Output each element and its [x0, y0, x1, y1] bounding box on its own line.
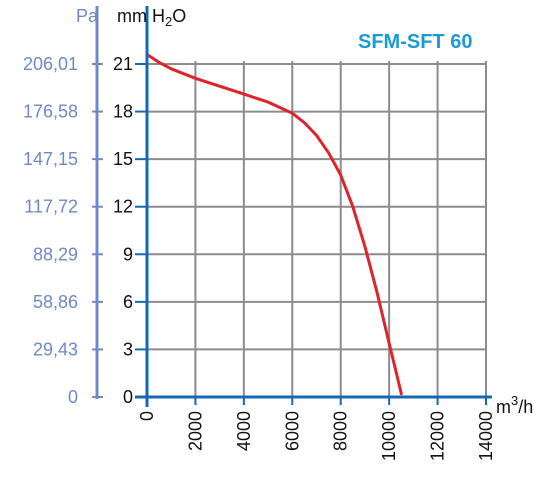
x-tick-label: 12000	[428, 411, 448, 461]
secondary-y-tick-label: 0	[68, 387, 78, 407]
x-tick-label: 4000	[234, 411, 254, 451]
performance-curve	[145, 53, 403, 396]
curve-layer	[145, 53, 403, 396]
secondary-y-tick-label: 58,86	[33, 292, 78, 312]
y-tick-label: 15	[113, 149, 133, 169]
x-tick-label: 8000	[331, 411, 351, 451]
y-axis-title-suffix: O	[172, 6, 186, 26]
secondary-y-axis-title: Pa	[76, 6, 99, 26]
grid	[147, 61, 487, 397]
secondary-y-tick-label: 29,43	[33, 339, 78, 359]
y-tick-label: 6	[123, 292, 133, 312]
y-tick-label: 18	[113, 102, 133, 122]
y-axis-title-prefix: mm H	[117, 6, 165, 26]
y-axis-title-subscript: 2	[165, 14, 172, 29]
x-tick-label: 6000	[282, 411, 302, 451]
axes	[92, 6, 492, 407]
secondary-y-tick-label: 206,01	[23, 54, 78, 74]
secondary-y-tick-label: 176,58	[23, 102, 78, 122]
x-tick-label: 14000	[476, 411, 496, 461]
chart-title: SFM-SFT 60	[358, 31, 472, 53]
y-axis-title: mm H2O	[117, 6, 186, 29]
x-axis-title-prefix: m	[496, 397, 511, 417]
x-axis-title-suffix: /h	[518, 397, 533, 417]
y-tick-label: 3	[123, 339, 133, 359]
x-axis-title-superscript: 3	[511, 393, 518, 408]
x-tick-label: 2000	[185, 411, 205, 451]
secondary-y-tick-label: 117,72	[24, 197, 78, 217]
secondary-y-tick-label: 147,15	[23, 149, 78, 169]
x-tick-label: 0	[137, 411, 157, 421]
y-tick-label: 0	[123, 387, 133, 407]
y-tick-label: 12	[113, 197, 133, 217]
x-tick-label: 10000	[379, 411, 399, 461]
secondary-y-tick-label: 88,29	[33, 244, 78, 264]
y-tick-label: 21	[113, 54, 133, 74]
y-tick-label: 9	[123, 244, 133, 264]
tick-labels: 0 2000 4000 6000 8000 10000 12000 1400000329,43…	[23, 54, 496, 461]
x-axis-title: m3/h	[496, 393, 533, 417]
